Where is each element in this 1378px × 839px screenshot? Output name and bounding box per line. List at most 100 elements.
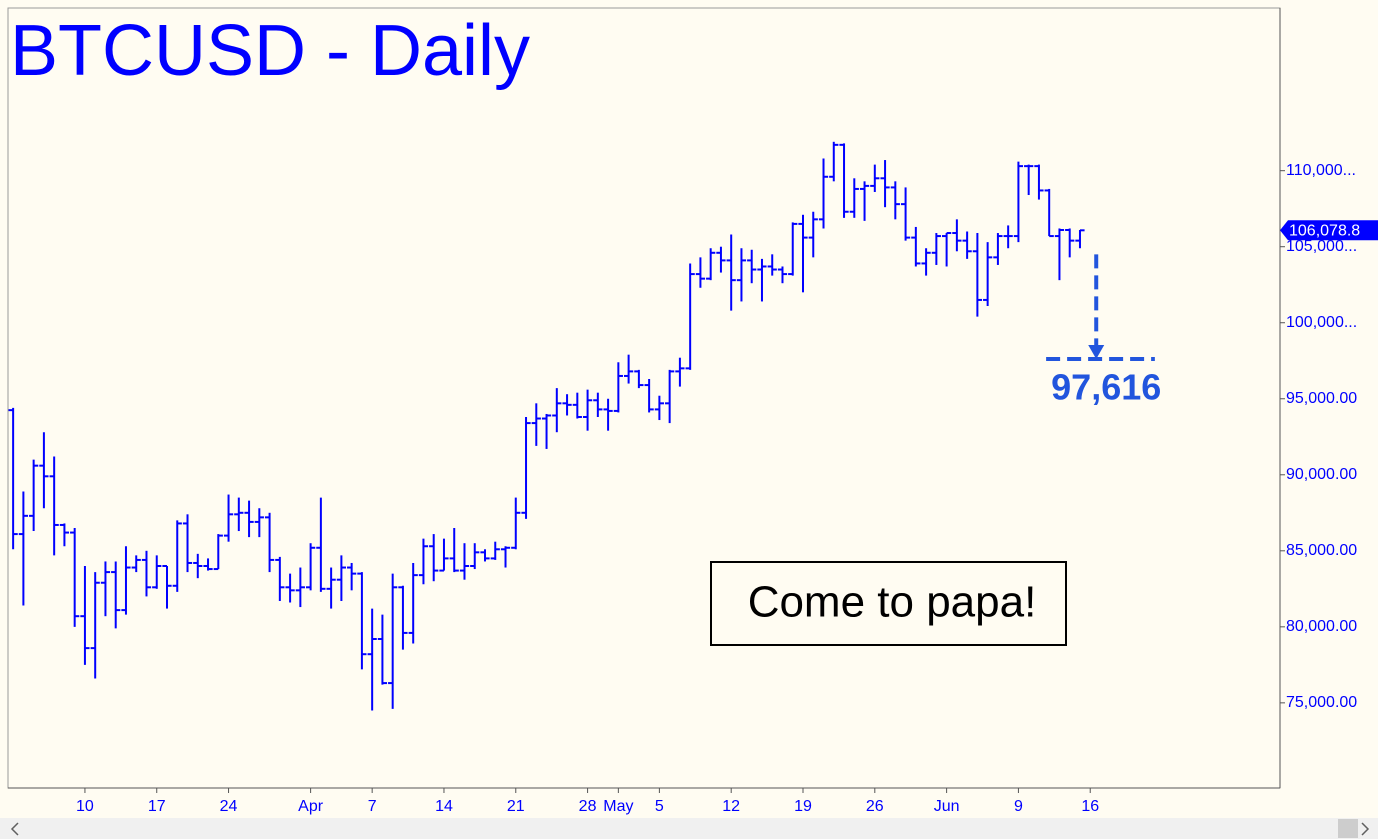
y-tick-label: 75,000.00 — [1286, 694, 1357, 711]
arrow-head — [1088, 344, 1105, 359]
ohlc-bar — [777, 266, 788, 284]
ohlc-bar — [244, 500, 254, 538]
ohlc-bar — [736, 248, 747, 302]
ohlc-bar — [500, 546, 511, 568]
ohlc-bar — [644, 378, 654, 413]
ohlc-bar — [172, 520, 182, 592]
scrollbar[interactable] — [0, 818, 1378, 839]
ohlc-bar — [880, 160, 890, 208]
ohlc-bar — [295, 567, 305, 608]
ohlc-bar — [634, 369, 644, 389]
ohlc-bar — [593, 392, 603, 418]
ohlc-bar — [552, 388, 562, 433]
ohlc-bar — [388, 573, 398, 709]
ohlc-bar — [285, 573, 295, 603]
chart-title: BTCUSD - Daily — [10, 11, 530, 91]
ohlc-bar — [408, 562, 418, 644]
ohlc-bar — [962, 231, 972, 259]
annotation-box — [710, 561, 1067, 646]
ohlc-bar — [829, 141, 839, 182]
ohlc-bar — [911, 226, 921, 267]
x-tick-label: 12 — [722, 798, 740, 815]
ohlc-bar — [141, 550, 152, 597]
ohlc-bar — [757, 258, 767, 302]
ohlc-bar — [203, 558, 213, 571]
ohlc-bar — [223, 494, 234, 542]
ohlc-bar — [326, 567, 336, 609]
scroll-right[interactable] — [1361, 822, 1370, 836]
ohlc-bar — [767, 254, 777, 276]
ohlc-bar — [398, 585, 408, 650]
x-tick-label: 24 — [220, 798, 238, 815]
y-tick-label: 95,000.00 — [1286, 390, 1357, 407]
ohlc-bar — [849, 178, 859, 218]
ohlc-bar — [726, 234, 736, 311]
ohlc-bar — [459, 543, 470, 580]
ohlc-bar — [1054, 228, 1065, 281]
ohlc-bar — [665, 369, 675, 424]
y-tick-label: 110,000... — [1286, 162, 1356, 179]
plot-area — [7, 7, 1281, 789]
ohlc-bar — [941, 232, 952, 267]
ohlc-bar — [490, 541, 500, 560]
ohlc-bar — [716, 246, 726, 273]
ohlc-bar — [870, 164, 880, 192]
ohlc-bar — [859, 181, 870, 221]
ohlc-bar — [316, 497, 326, 592]
y-tick-label: 105,000... — [1286, 238, 1357, 255]
ohlc-bar — [1034, 164, 1044, 200]
x-tick-label: 9 — [1014, 798, 1023, 815]
y-tick-label: 90,000.00 — [1286, 466, 1357, 483]
ohlc-bar — [305, 543, 316, 591]
ohlc-bar — [59, 523, 70, 547]
x-tick-label: Apr — [298, 798, 324, 815]
ohlc-bar — [685, 263, 695, 370]
ohlc-bar — [798, 214, 808, 293]
ohlc-bar — [541, 413, 552, 449]
x-tick-label: 28 — [579, 798, 597, 815]
ohlc-bar — [706, 248, 716, 281]
x-tick-label: 5 — [655, 798, 664, 815]
scroll-left[interactable] — [10, 822, 19, 836]
ohlc-bar — [18, 491, 29, 606]
ohlc-bar — [449, 528, 459, 573]
ohlc-bar — [131, 555, 141, 573]
ohlc-bar — [264, 512, 275, 573]
ohlc-bar — [931, 233, 941, 265]
last-price-marker — [1280, 220, 1378, 241]
x-tick-label: 16 — [1081, 798, 1099, 815]
ohlc-bar — [347, 562, 357, 591]
ohlc-bar — [336, 555, 347, 601]
ohlc-bar — [562, 394, 572, 416]
ohlc-bar — [993, 233, 1003, 265]
ohlc-bar — [275, 556, 285, 601]
ohlc-bar — [983, 242, 993, 307]
ohlc-bar — [377, 614, 388, 685]
ohlc-bar — [439, 538, 449, 572]
ohlc-bar — [70, 528, 80, 627]
ohlc-bar — [193, 553, 203, 579]
ohlc-bar — [418, 538, 429, 585]
ohlc-bar — [254, 508, 264, 538]
y-tick-label: 80,000.00 — [1286, 618, 1357, 635]
ohlc-bar — [921, 248, 931, 276]
scroll-thumb[interactable] — [1338, 819, 1358, 838]
ohlc-bar — [839, 143, 849, 218]
ohlc-bar — [162, 565, 172, 609]
ohlc-bar — [49, 456, 59, 556]
ohlc-bar — [367, 608, 377, 711]
ohlc-bar — [890, 181, 900, 220]
ohlc-bar — [521, 417, 531, 519]
x-tick-label: 10 — [76, 798, 94, 815]
ohlc-bar — [1013, 161, 1024, 243]
ohlc-bar — [1044, 188, 1054, 238]
ohlc-bar — [654, 395, 665, 421]
ohlc-bar — [603, 398, 613, 431]
ohlc-bar — [952, 219, 962, 252]
ohlc-bar — [234, 497, 244, 532]
ohlc-bar — [121, 546, 131, 615]
ohlc-bar — [480, 549, 490, 562]
ohlc-bar — [582, 389, 593, 431]
